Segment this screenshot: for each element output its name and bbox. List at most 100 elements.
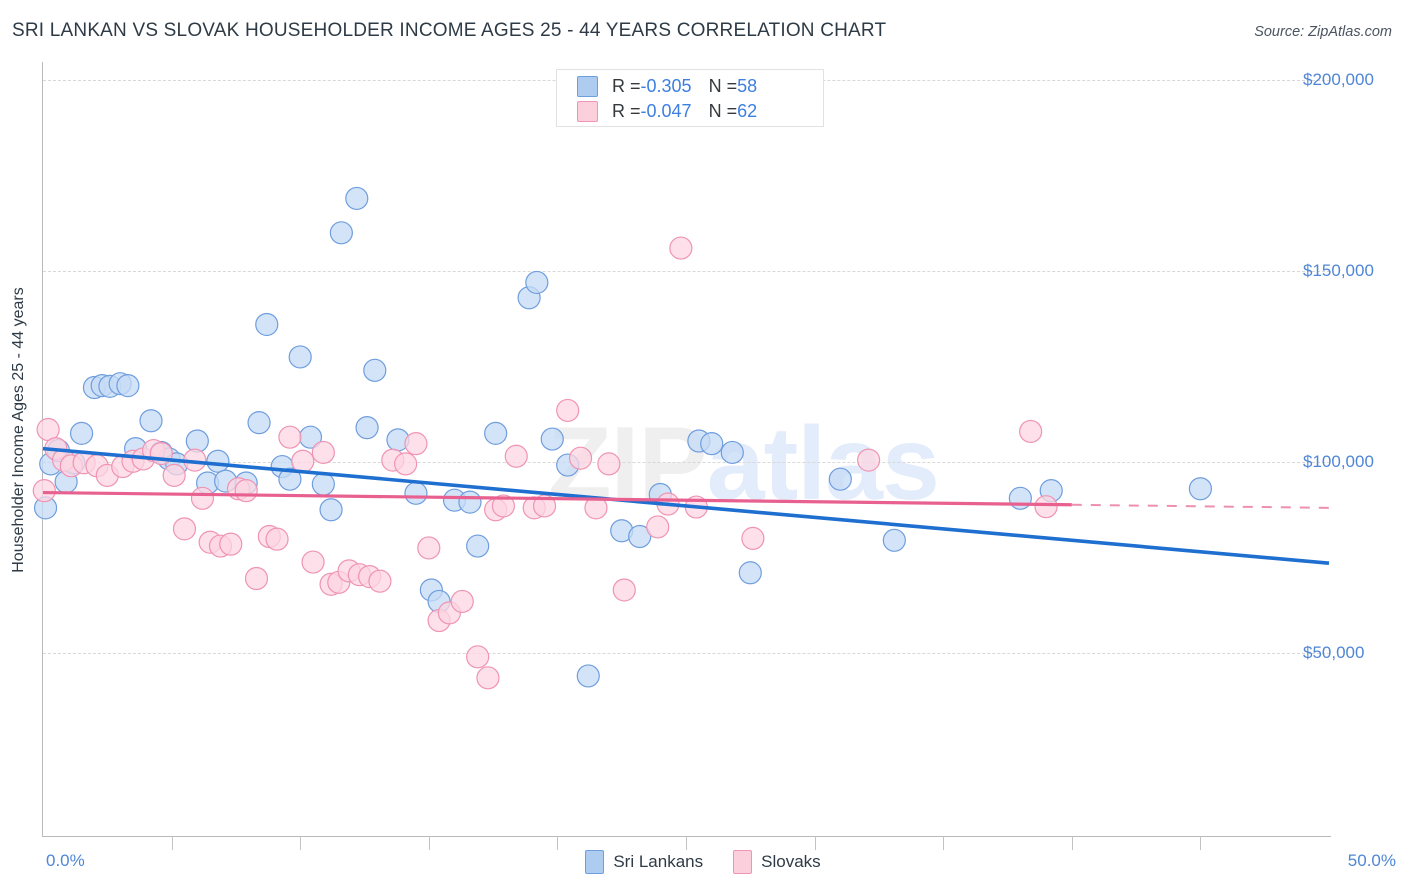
data-point [458,490,482,514]
data-point [1019,419,1043,444]
data-point [270,454,294,479]
data-point [278,425,302,449]
data-point [476,666,500,690]
data-point [687,429,711,453]
data-point [301,550,325,574]
r-value-0: -0.305 [640,75,692,96]
legend-item-sri-lankans[interactable]: Sri Lankans [585,850,703,874]
trendline-sri-lankans [42,446,1330,566]
data-point [442,488,467,512]
trendline-slovaks [42,490,1072,507]
data-point [288,345,312,369]
y-tick-label-50000: $50,000 [1303,643,1365,662]
r-label-0: R = [612,75,641,96]
data-point [828,467,852,491]
data-point [741,526,765,551]
data-point [219,532,243,556]
data-point [278,467,302,491]
data-point [54,470,78,494]
data-point [46,438,71,463]
data-point [556,398,580,423]
data-point [720,440,744,465]
data-point [257,524,281,549]
data-point [327,570,351,594]
data-point [700,432,724,456]
data-point [525,270,549,295]
page-title: SRI LANKAN VS SLOVAK HOUSEHOLDER INCOME … [12,20,887,41]
data-point [556,453,580,477]
x-axis-line [43,836,1331,837]
data-point [183,448,207,472]
data-point [214,469,238,493]
data-point [669,236,693,260]
data-point [98,374,122,398]
data-point [484,498,508,522]
data-point [648,482,672,507]
data-point [532,494,557,518]
r-label-1: R = [612,100,641,121]
data-point [368,569,392,593]
data-point [234,479,258,503]
data-point [319,498,343,522]
data-point [172,517,197,541]
x-tick-20 [557,836,559,850]
watermark-atlas: atlas [706,406,940,522]
legend-item-slovaks[interactable]: Slovaks [733,850,821,874]
y-axis-line [42,62,43,837]
data-point [116,374,140,398]
x-axis-max-label: 50.0% [1347,851,1396,870]
data-point [329,221,353,245]
correlation-legend-row-0: R = -0.305 N = 58 [577,74,757,98]
data-point [427,608,451,633]
data-point [111,454,135,479]
data-point [517,286,541,310]
data-point [82,375,107,400]
gridline-100000 [43,462,1330,463]
data-point [427,589,451,614]
n-value-1: 62 [737,100,758,121]
data-point [358,564,382,589]
data-point [404,481,428,505]
y-tick-label-100000: $100,000 [1303,452,1374,471]
data-point [33,496,58,520]
data-point [491,494,515,518]
legend-label-slovaks: Slovaks [761,852,821,871]
data-point [247,411,271,435]
data-point [234,471,258,495]
data-point [386,428,410,452]
data-point [95,463,119,487]
data-point [450,589,474,614]
data-point [610,519,634,543]
data-point [85,454,109,478]
x-tick-30 [814,836,816,850]
data-point [157,447,181,471]
data-point [417,536,441,560]
data-point [108,372,132,396]
data-point [394,452,418,476]
data-point [185,429,209,453]
gridline-50000 [43,653,1330,654]
n-label-1: N = [708,100,738,121]
x-tick-35 [943,836,945,850]
data-point [44,437,68,461]
source-attribution: Source: ZipAtlas.com [1254,24,1392,40]
data-point [484,421,508,445]
data-point [347,563,371,587]
data-point [32,479,56,503]
data-point [165,452,189,476]
data-point [198,530,222,554]
x-tick-40 [1071,836,1073,850]
trendline-extrapolated-slovaks [1071,503,1330,509]
data-point [597,452,621,476]
data-point [504,444,528,468]
data-point [437,601,461,625]
data-point [319,572,343,596]
data-point [646,515,670,539]
data-point [51,448,76,472]
data-point [162,463,186,487]
legend-label-sri-lankans: Sri Lankans [613,852,704,871]
x-tick-5 [171,836,173,850]
data-point [419,578,443,602]
data-point [363,358,387,382]
